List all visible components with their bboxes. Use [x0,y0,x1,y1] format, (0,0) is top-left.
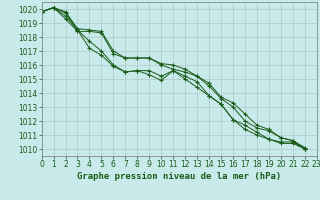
X-axis label: Graphe pression niveau de la mer (hPa): Graphe pression niveau de la mer (hPa) [77,172,281,181]
